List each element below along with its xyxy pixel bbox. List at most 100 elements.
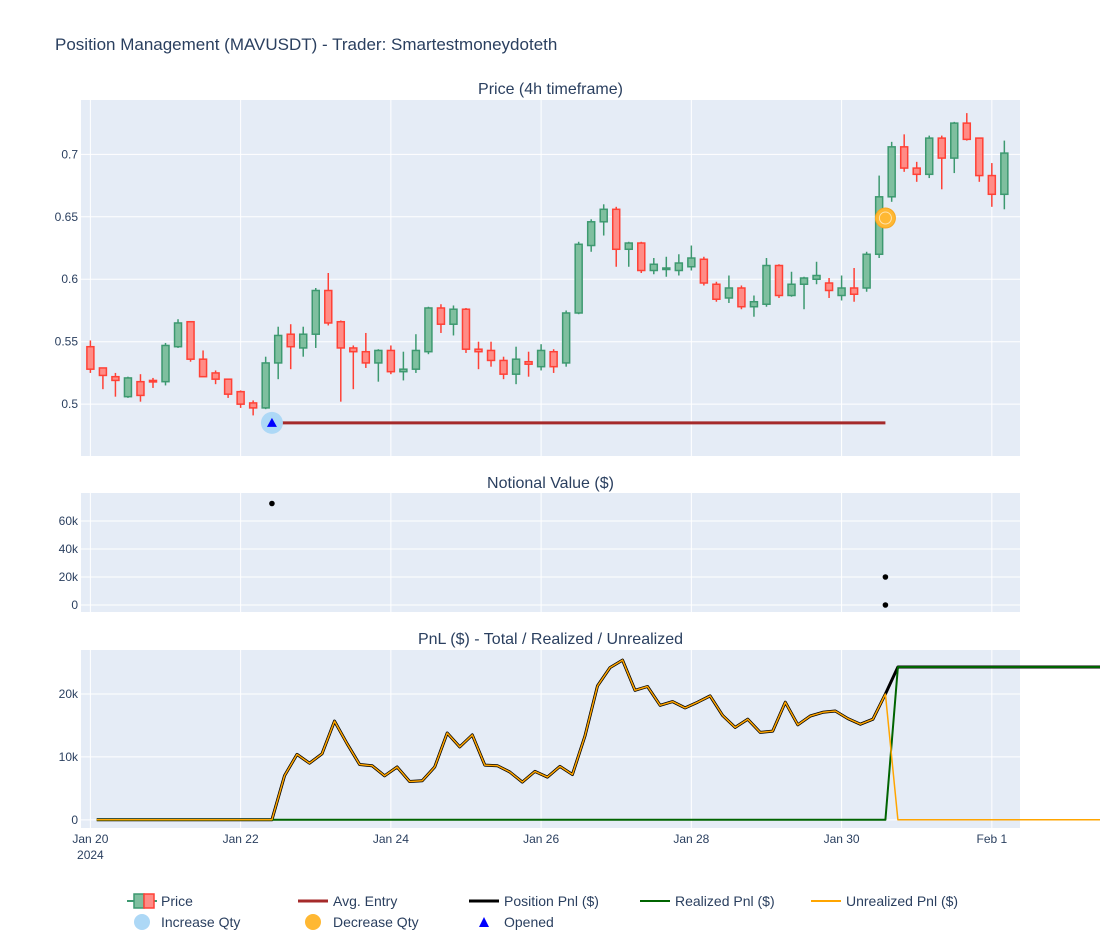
opened-marker[interactable] [266, 417, 277, 427]
legend-item-realized-pnl[interactable]: Realized Pnl ($) [640, 893, 775, 909]
candle-body[interactable] [499, 359, 508, 375]
candle-body[interactable] [987, 174, 997, 196]
candle-body[interactable] [837, 287, 846, 297]
candle-body[interactable] [161, 344, 170, 383]
candle-body[interactable] [950, 122, 959, 159]
candle-body[interactable] [349, 347, 358, 353]
candle-body[interactable] [962, 122, 972, 141]
price-y-ticks: 0.5 0.55 0.6 0.65 0.7 [55, 147, 79, 411]
y-tick-label: 20k [59, 570, 79, 584]
candle-body[interactable] [461, 308, 471, 350]
candle-body[interactable] [111, 375, 120, 382]
candle-body[interactable] [273, 334, 283, 364]
x-tick-label: Jan 26 [523, 832, 559, 846]
candle-body[interactable] [474, 348, 483, 353]
candle-body[interactable] [662, 267, 671, 271]
unrealized-pnl-line[interactable] [96, 659, 1100, 821]
candle-body[interactable] [536, 349, 546, 368]
candle-body[interactable] [887, 146, 896, 198]
candle-body[interactable] [248, 402, 258, 409]
candle-body[interactable] [311, 289, 320, 335]
candle-body[interactable] [173, 322, 183, 348]
candle-body[interactable] [937, 137, 946, 159]
candle-body[interactable] [298, 333, 308, 349]
candle-body[interactable] [386, 349, 396, 373]
price-plot-area[interactable] [81, 100, 1020, 456]
candle-body[interactable] [424, 307, 433, 353]
pnl-plot-area[interactable] [81, 650, 1020, 828]
x-tick-label: Jan 22 [223, 832, 259, 846]
legend-item-increase-qty[interactable]: Increase Qty [134, 914, 240, 930]
decrease-qty-marker[interactable] [874, 207, 896, 229]
candle-body[interactable] [286, 333, 295, 348]
candle-body[interactable] [511, 358, 521, 375]
candle-body[interactable] [674, 262, 684, 272]
candle-body[interactable] [712, 283, 721, 300]
candle-body[interactable] [86, 345, 95, 370]
candle-body[interactable] [824, 282, 834, 292]
candle-body[interactable] [737, 287, 746, 308]
candle-body[interactable] [374, 349, 383, 364]
candle-body[interactable] [787, 283, 796, 297]
candle-body[interactable] [261, 362, 270, 409]
legend-item-position-pnl[interactable]: Position Pnl ($) [469, 893, 599, 909]
candle-body[interactable] [399, 368, 408, 373]
legend-item-opened[interactable]: Opened [479, 914, 554, 930]
candle-body[interactable] [975, 137, 984, 177]
notional-point[interactable] [882, 602, 889, 608]
candle-body[interactable] [524, 360, 533, 365]
legend-price-up-box [133, 893, 145, 909]
candle-body[interactable] [436, 307, 446, 325]
candle-body[interactable] [749, 300, 759, 308]
candle-body[interactable] [98, 367, 108, 377]
candle-body[interactable] [561, 312, 571, 364]
candle-body[interactable] [449, 308, 458, 325]
candle-body[interactable] [486, 349, 496, 362]
candle-body[interactable] [899, 146, 909, 169]
candle-body[interactable] [411, 349, 421, 370]
candle-body[interactable] [624, 242, 633, 251]
candle-body[interactable] [599, 208, 608, 223]
candle-body[interactable] [699, 258, 709, 284]
candle-body[interactable] [1000, 152, 1009, 196]
candle-body[interactable] [762, 264, 771, 305]
candle-body[interactable] [236, 390, 245, 405]
candle-body[interactable] [812, 274, 821, 280]
legend-avg-entry-label: Avg. Entry [333, 893, 397, 909]
candle-body[interactable] [211, 372, 220, 380]
legend-item-price[interactable]: Price [127, 893, 193, 909]
candle-body[interactable] [324, 289, 333, 324]
candle-body[interactable] [924, 137, 934, 176]
candle-body[interactable] [186, 320, 195, 360]
notional-point[interactable] [882, 574, 889, 580]
legend-item-unrealized-pnl[interactable]: Unrealized Pnl ($) [811, 893, 958, 909]
candle-body[interactable] [687, 257, 696, 268]
candle-body[interactable] [574, 243, 583, 314]
candle-body[interactable] [361, 350, 371, 364]
candle-body[interactable] [148, 379, 158, 383]
candle-body[interactable] [136, 380, 145, 397]
candle-body[interactable] [724, 287, 734, 299]
candle-body[interactable] [637, 242, 646, 272]
notional-plot-area[interactable] [81, 493, 1020, 612]
candle-body[interactable] [123, 377, 133, 398]
candle-body[interactable] [549, 350, 558, 368]
notional-point[interactable] [269, 500, 275, 507]
candle-body[interactable] [774, 264, 784, 297]
legend-item-decrease-qty[interactable]: Decrease Qty [305, 914, 419, 930]
candle-body[interactable] [336, 320, 346, 349]
legend: Price Avg. Entry Position Pnl ($) Realiz… [127, 893, 958, 930]
legend-realized-pnl-label: Realized Pnl ($) [675, 893, 775, 909]
candle-body[interactable] [198, 358, 208, 378]
candle-body[interactable] [223, 378, 233, 395]
y-tick-label: 0 [71, 813, 78, 827]
candle-body[interactable] [649, 263, 659, 272]
legend-item-avg-entry[interactable]: Avg. Entry [298, 893, 397, 909]
candle-body[interactable] [611, 208, 621, 251]
candle-body[interactable] [849, 287, 859, 295]
candle-body[interactable] [799, 277, 809, 285]
candle-body[interactable] [586, 221, 596, 247]
candle-body[interactable] [862, 253, 871, 289]
candle-body[interactable] [912, 167, 921, 176]
